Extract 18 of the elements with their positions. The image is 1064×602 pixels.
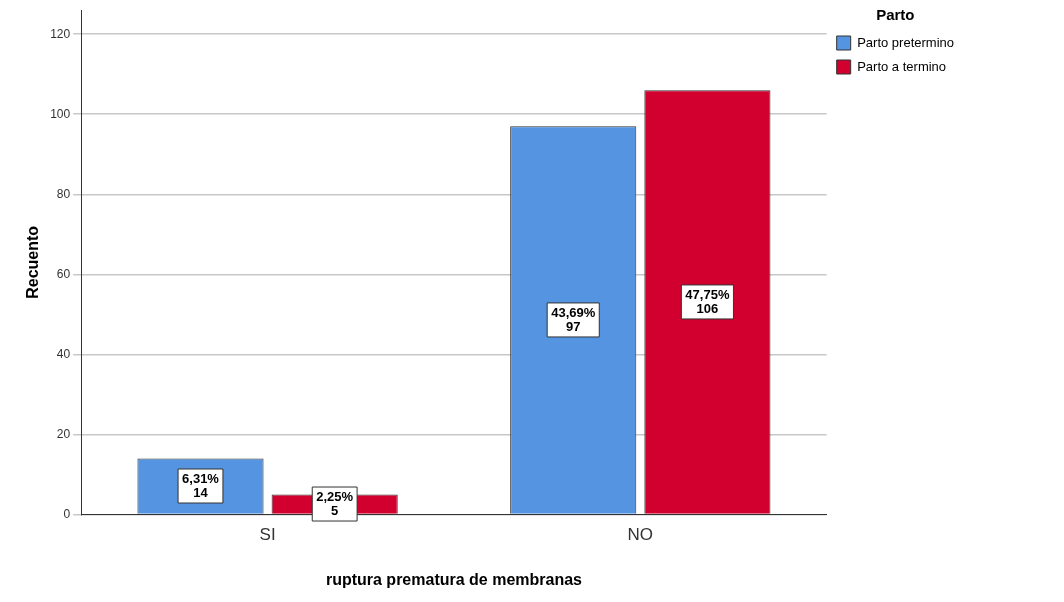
y-axis-title: Recuento: [24, 225, 42, 299]
y-tick-label: 80: [56, 186, 71, 201]
x-axis-title: ruptura prematura de membranas: [325, 570, 583, 588]
data-label: 43,69% 97: [551, 304, 596, 334]
data-label: 6,31% 14: [182, 470, 220, 500]
legend-title: Parto: [876, 5, 915, 23]
legend-label: Parto a termino: [857, 58, 947, 74]
data-label: 2,25% 5: [316, 488, 354, 518]
legend-label: Parto pretermino: [857, 34, 955, 50]
data-label: 47,75% 106: [685, 286, 730, 316]
y-tick-label: 100: [50, 106, 71, 121]
y-tick-label: 20: [56, 426, 71, 441]
y-tick-label: 0: [63, 506, 71, 521]
y-tick-label: 60: [56, 266, 71, 281]
x-tick-label: SI: [259, 525, 276, 545]
x-tick-label: NO: [627, 525, 654, 545]
y-tick-label: 120: [50, 26, 71, 41]
y-tick-label: 40: [56, 346, 71, 361]
